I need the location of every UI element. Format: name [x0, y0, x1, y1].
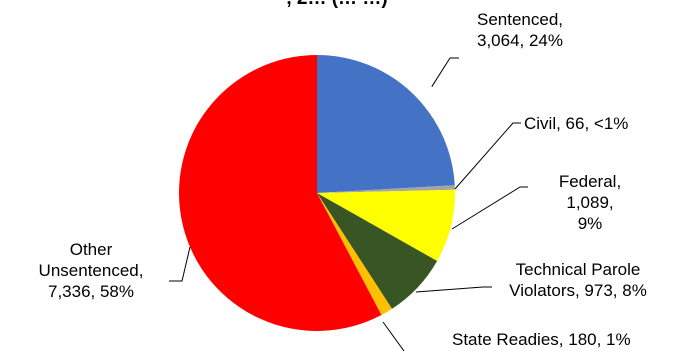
data-label-line: State Readies, 180, 1%: [452, 330, 631, 349]
data-label-line: Civil, 66, <1%: [524, 114, 628, 133]
pie-slices: [178, 55, 455, 331]
data-label-line: Technical Parole: [516, 260, 641, 279]
data-labels: Sentenced, 3,064, 24% Civil, 66, <1% Federa…: [39, 10, 647, 349]
leader-lines: [169, 57, 528, 351]
pie-slice-other-unsentenced: [178, 55, 382, 331]
data-label-civil: Civil, 66, <1%: [524, 114, 628, 133]
data-label-sentenced: Sentenced, 3,064, 24%: [477, 10, 563, 50]
data-label-federal: Federal, 1,089, 9%: [559, 172, 621, 233]
pie-slice-civil: [317, 185, 455, 193]
data-label-line: 9%: [578, 214, 603, 233]
pie-slice-sentenced: [317, 55, 455, 193]
data-label-state-readies: State Readies, 180, 1%: [452, 330, 631, 349]
pie-slice-federal: [317, 189, 455, 261]
leader-line-civil: [454, 122, 521, 190]
data-label-other-unsentenced: Other Unsentenced, 7,336, 58%: [39, 240, 144, 301]
data-label-line: Violators, 973, 8%: [509, 281, 647, 300]
data-label-line: 7,336, 58%: [48, 282, 134, 301]
leader-line-federal: [451, 186, 528, 230]
leader-line-state-readies: [382, 321, 405, 351]
data-label-line: Federal,: [559, 172, 621, 191]
pie-slice-technical-parole-violators: [317, 193, 438, 309]
leader-line-technical-parole-violators: [415, 286, 492, 293]
chart-title: , 2… (… …): [286, 0, 387, 9]
leader-line-other-unsentenced: [169, 246, 191, 282]
pie-slice-state-readies: [317, 193, 392, 316]
data-label-line: 1,089,: [566, 193, 613, 212]
data-label-line: Sentenced,: [477, 10, 563, 29]
data-label-line: 3,064, 24%: [477, 31, 563, 50]
data-label-line: Other: [70, 240, 113, 259]
data-label-line: Unsentenced,: [39, 261, 144, 280]
chart-title-group: , 2… (… …): [286, 0, 387, 9]
leader-line-sentenced: [431, 57, 459, 87]
data-label-technical-parole-violators: Technical Parole Violators, 973, 8%: [509, 260, 647, 300]
